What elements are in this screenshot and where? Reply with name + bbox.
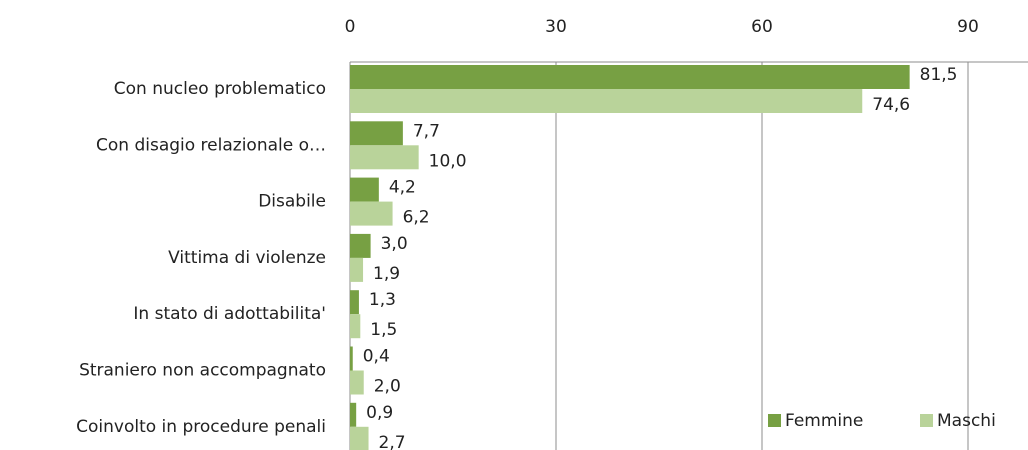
category-label: Coinvolto in procedure penali — [76, 417, 326, 437]
legend-label: Maschi — [937, 411, 996, 431]
bar — [350, 402, 357, 427]
bar — [350, 89, 863, 113]
category-label: Vittima di violenze — [168, 248, 326, 268]
bar — [350, 201, 393, 226]
value-label: 3,0 — [381, 234, 408, 254]
category-label: Disabile — [258, 192, 326, 212]
legend-swatch — [768, 414, 781, 427]
category-label: Con nucleo problematico — [114, 79, 326, 99]
bar — [350, 426, 369, 450]
value-label: 4,2 — [389, 178, 416, 198]
value-label: 81,5 — [920, 65, 958, 85]
bar — [350, 233, 371, 258]
bar — [350, 121, 403, 146]
value-label: 0,4 — [363, 347, 390, 367]
value-label: 2,0 — [374, 377, 401, 397]
bar — [350, 177, 379, 202]
value-label: 6,2 — [403, 208, 430, 228]
category-label: Straniero non accompagnato — [79, 361, 326, 381]
category-label: Con disagio relazionale o… — [96, 135, 326, 155]
bar — [350, 346, 353, 371]
x-tick-label: 0 — [345, 17, 356, 37]
bar — [350, 290, 359, 315]
value-label: 2,7 — [379, 433, 406, 450]
x-tick-label: 90 — [957, 17, 979, 37]
value-label: 1,5 — [370, 320, 397, 340]
value-label: 1,9 — [373, 264, 400, 284]
value-label: 7,7 — [413, 121, 440, 141]
x-tick-label: 60 — [751, 17, 773, 37]
bar — [350, 370, 364, 395]
legend-label: Femmine — [785, 411, 863, 431]
value-label: 0,9 — [366, 403, 393, 423]
category-label: In stato di adottabilita' — [133, 304, 326, 324]
legend-swatch — [920, 414, 933, 427]
value-label: 10,0 — [429, 151, 467, 171]
value-label: 74,6 — [872, 95, 910, 115]
x-tick-label: 30 — [545, 17, 567, 37]
bar — [350, 314, 361, 339]
bar — [350, 145, 419, 170]
bar — [350, 65, 910, 89]
value-label: 1,3 — [369, 290, 396, 310]
bar — [350, 257, 364, 282]
